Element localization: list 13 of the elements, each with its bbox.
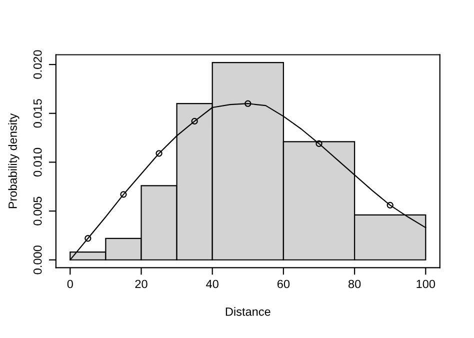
y-tick-label: 0.010	[33, 148, 42, 177]
x-tick-label: 0	[67, 280, 73, 288]
y-tick-label: 0.020	[33, 50, 42, 79]
x-axis-title: Distance	[226, 307, 270, 316]
x-tick-label: 40	[206, 280, 218, 288]
y-tick-label: 0.000	[33, 246, 42, 274]
y-axis-title: Probability density	[8, 113, 20, 208]
y-tick-label: 0.015	[33, 99, 42, 128]
y-tick-label: 0.005	[33, 196, 42, 226]
x-tick-label: 100	[416, 280, 436, 288]
x-tick-label: 60	[277, 280, 290, 288]
x-tick-label: 20	[135, 280, 148, 288]
x-tick-label: 80	[348, 280, 361, 288]
